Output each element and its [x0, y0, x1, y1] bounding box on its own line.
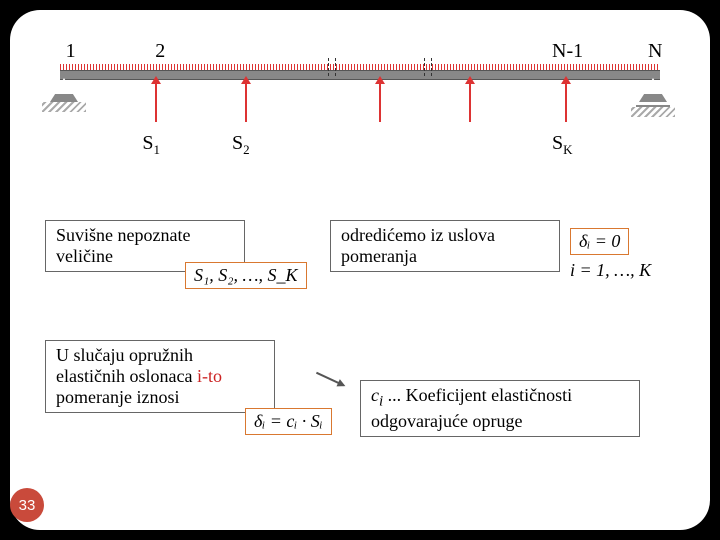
s-label: S2 [232, 132, 250, 158]
node-label: 1 [66, 40, 76, 63]
ci-symbol: ci [371, 385, 383, 405]
node-label: N-1 [552, 40, 583, 63]
slide-frame: 1 2 N-1 N S1 S2 SK Suvišne nepoznate vel… [10, 10, 710, 530]
section-mark [328, 54, 336, 80]
text-span: pomeranje iznosi [56, 387, 179, 407]
page-number-badge: 33 [10, 488, 44, 522]
text-span: U slučaju opružnih elastičnih oslonaca [56, 345, 197, 386]
eq-i-range: i = 1, …, K [570, 260, 651, 281]
section-mark [424, 54, 432, 80]
eq-delta-ci-si: δᵢ = cᵢ · Sᵢ [245, 408, 332, 435]
textbox-coefficient: ci ... Koeficijent elastičnosti odgovara… [360, 380, 640, 437]
support-pin-left [50, 80, 78, 102]
support-roller-right [639, 80, 670, 107]
eq-delta-zero: δᵢ = 0 [570, 228, 629, 255]
s-label: SK [552, 132, 573, 158]
textbox-spring-case: U slučaju opružnih elastičnih oslonaca i… [45, 340, 275, 413]
eq-unknowns-list: S₁, S₂, …, S_K [185, 262, 307, 289]
s-label: S1 [142, 132, 160, 158]
textbox-conditions: odredićemo iz uslova pomeranja [330, 220, 560, 272]
reaction-arrow [379, 82, 381, 122]
reaction-arrow [469, 82, 471, 122]
pointer-arrow-icon [316, 372, 344, 386]
beam-diagram: 1 2 N-1 N S1 S2 SK [40, 40, 680, 180]
reaction-arrow [155, 82, 157, 122]
ito-highlight: i-to [197, 366, 222, 386]
reaction-arrow [565, 82, 567, 122]
node-label: N [648, 40, 662, 63]
reaction-arrow [245, 82, 247, 122]
node-label: 2 [155, 40, 165, 63]
text-span: ... Koeficijent elastičnosti odgovarajuć… [371, 385, 572, 431]
